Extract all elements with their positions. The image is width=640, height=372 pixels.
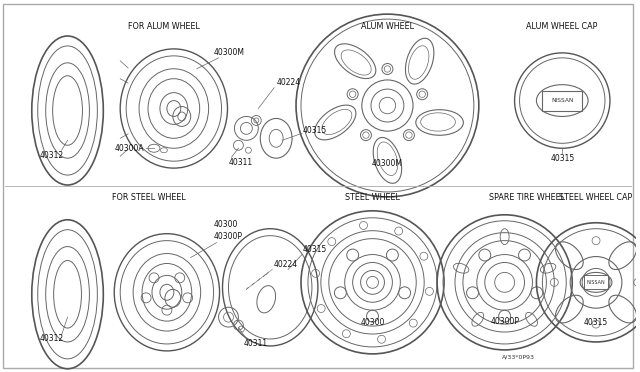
Text: 40311: 40311 [228,158,253,167]
Text: 40224: 40224 [273,260,298,269]
Text: 40300P: 40300P [214,232,243,241]
Text: 40300A: 40300A [115,144,144,153]
Text: 40300: 40300 [214,220,238,229]
Text: 40300P: 40300P [490,317,519,326]
Text: FOR ALUM WHEEL: FOR ALUM WHEEL [128,22,200,31]
Text: 40315: 40315 [303,245,327,254]
Text: STEEL WHEEL CAP: STEEL WHEEL CAP [559,193,633,202]
Text: NISSAN: NISSAN [551,98,573,103]
Text: 40315: 40315 [584,318,608,327]
Text: 40315: 40315 [550,154,574,163]
Text: NISSAN: NISSAN [587,280,605,285]
Text: 40224: 40224 [276,78,300,87]
Text: 40312: 40312 [40,151,64,160]
Text: STEEL WHEEL: STEEL WHEEL [345,193,400,202]
Text: 40300: 40300 [360,318,385,327]
Text: 40300M: 40300M [214,48,244,57]
Text: 40312: 40312 [40,334,64,343]
Text: A/33*0P93: A/33*0P93 [502,355,534,359]
Text: 40315: 40315 [303,126,327,135]
Text: ALUM WHEEL: ALUM WHEEL [361,22,414,31]
Text: FOR STEEL WHEEL: FOR STEEL WHEEL [112,193,186,202]
Text: SPARE TIRE WHEEL: SPARE TIRE WHEEL [488,193,564,202]
Text: 40311: 40311 [243,340,268,349]
Text: 40300M: 40300M [372,158,403,168]
Text: ALUM WHEEL CAP: ALUM WHEEL CAP [525,22,597,31]
FancyBboxPatch shape [3,4,633,368]
